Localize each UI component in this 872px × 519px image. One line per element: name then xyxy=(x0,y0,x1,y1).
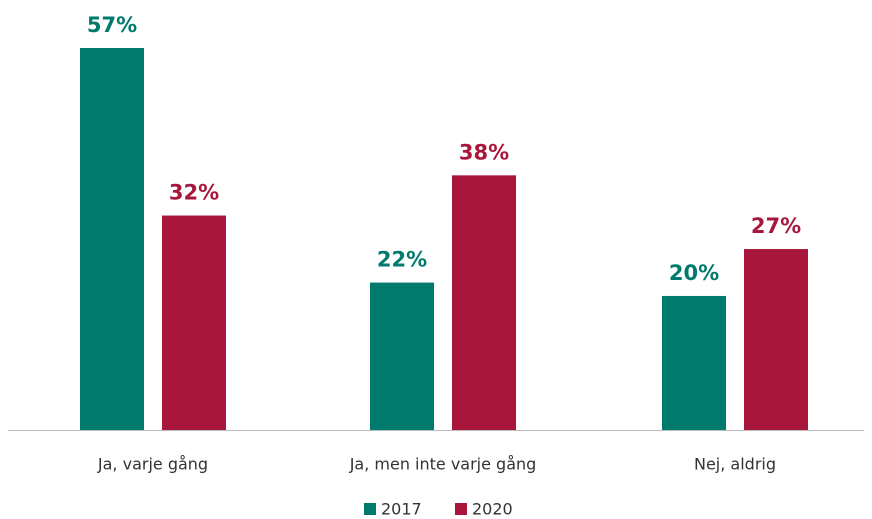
value-label: 20% xyxy=(669,261,719,285)
bar xyxy=(80,48,144,430)
x-tick-label: Ja, varje gång xyxy=(97,455,208,474)
bar xyxy=(162,215,226,430)
value-label: 22% xyxy=(377,248,427,272)
bar xyxy=(370,282,434,430)
value-label: 32% xyxy=(169,181,219,205)
value-label: 38% xyxy=(459,140,509,164)
value-label: 27% xyxy=(751,214,801,238)
value-label: 57% xyxy=(87,13,137,37)
x-tick-label: Ja, men inte varje gång xyxy=(349,455,537,474)
legend-swatch xyxy=(364,503,376,515)
bar xyxy=(744,249,808,430)
x-tick-label: Nej, aldrig xyxy=(694,455,776,474)
bar xyxy=(452,175,516,430)
legend-swatch xyxy=(455,503,467,515)
bar xyxy=(662,295,726,430)
legend-label: 2017 xyxy=(381,500,422,519)
legend-label: 2020 xyxy=(472,500,513,519)
